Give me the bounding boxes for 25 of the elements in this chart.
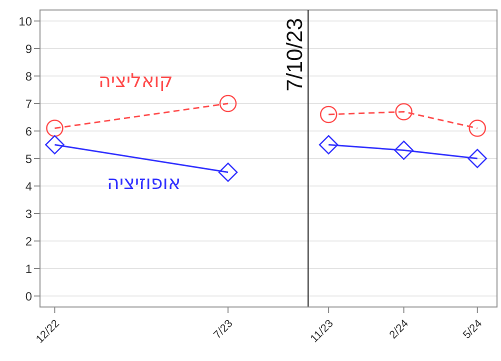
point	[45, 135, 64, 154]
y-tick-label: 4	[25, 179, 32, 194]
point	[320, 106, 338, 124]
point	[395, 103, 412, 120]
y-tick-label: 8	[25, 69, 32, 84]
point	[394, 140, 414, 160]
point	[318, 135, 338, 154]
y-tick-label: 10	[18, 14, 32, 28]
y-tick-label: 2	[25, 234, 32, 248]
y-tick-label: 1	[25, 262, 32, 276]
y-tick-label: 0	[25, 289, 32, 304]
point	[219, 94, 237, 112]
point	[218, 162, 238, 182]
point	[468, 120, 486, 137]
series-label: קואליציה	[98, 70, 173, 92]
y-tick-label: 3	[25, 206, 32, 221]
y-tick-label: 7	[25, 96, 32, 111]
ref-line-label: 7/10/23	[282, 18, 308, 92]
y-tick-label: 9	[25, 42, 32, 56]
x-tick-label: 7/23	[212, 318, 236, 342]
y-tick-label: 5	[25, 152, 32, 166]
point	[46, 120, 64, 137]
point	[468, 148, 488, 168]
y-tick-label: 6	[25, 124, 32, 138]
series-label: אופוזיציה	[106, 172, 181, 194]
